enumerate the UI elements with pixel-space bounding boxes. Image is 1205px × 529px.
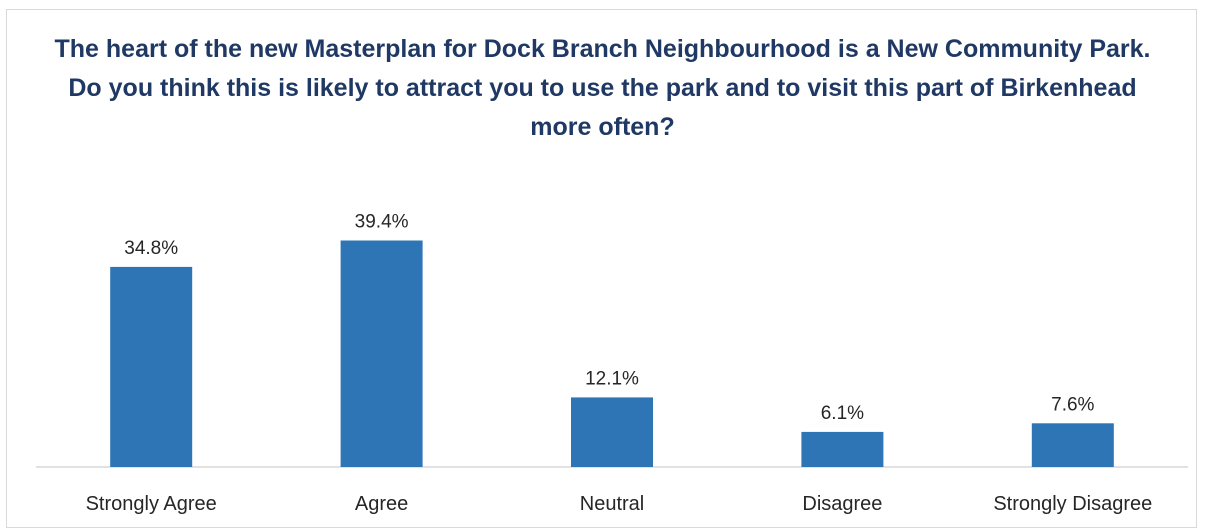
bar-strongly-disagree [1031, 423, 1114, 467]
bar-strongly-agree [110, 266, 193, 467]
data-labels-group: 34.8% 39.4% 12.1% 6.1% 7.6% [124, 212, 1094, 424]
data-label-strongly-disagree: 7.6% [1051, 394, 1094, 415]
category-label-disagree: Disagree [802, 493, 882, 515]
category-label-neutral: Neutral [580, 493, 644, 515]
chart-title: The heart of the new Masterplan for Dock… [54, 35, 1151, 141]
data-label-neutral: 12.1% [585, 368, 639, 389]
category-label-strongly-disagree: Strongly Disagree [993, 493, 1152, 515]
data-label-disagree: 6.1% [821, 403, 864, 424]
bars-group [110, 240, 1114, 467]
category-label-agree: Agree [355, 493, 408, 515]
bar-agree [340, 240, 423, 467]
category-label-strongly-agree: Strongly Agree [86, 493, 217, 515]
bar-disagree [801, 431, 884, 467]
category-labels-group: Strongly Agree Agree Neutral Disagree Strong… [86, 493, 1153, 515]
data-label-strongly-agree: 34.8% [124, 238, 178, 259]
data-label-agree: 39.4% [355, 212, 409, 233]
bar-neutral [571, 397, 653, 467]
